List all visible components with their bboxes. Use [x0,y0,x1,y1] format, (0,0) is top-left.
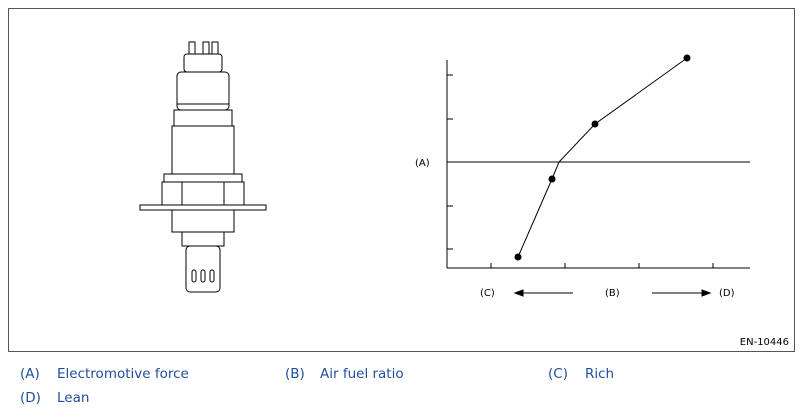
x-ticks [490,263,714,268]
legend: (A) Electromotive force (B) Air fuel rat… [20,366,614,406]
figure: (A) (C) (B) (D) EN-10446 [8,8,795,352]
curve [517,57,688,258]
y-ticks [447,74,453,250]
legend-text: Rich [585,366,614,382]
sensor-illustration [139,41,267,293]
y-label: (A) [415,158,430,169]
legend-key: (C) [548,366,568,382]
legend-key: (D) [20,390,41,406]
figure-code: EN-10446 [740,337,789,348]
figure-frame [8,8,795,352]
x-label-right: (D) [719,288,735,299]
graph [446,54,750,297]
curve-points [514,54,691,261]
x-label-left: (C) [480,288,495,299]
legend-key: (A) [20,366,40,382]
legend-text: Electromotive force [57,366,189,382]
legend-text: Lean [57,390,89,406]
x-label-center: (B) [605,288,620,299]
legend-text: Air fuel ratio [320,366,404,382]
legend-key: (B) [285,366,305,382]
